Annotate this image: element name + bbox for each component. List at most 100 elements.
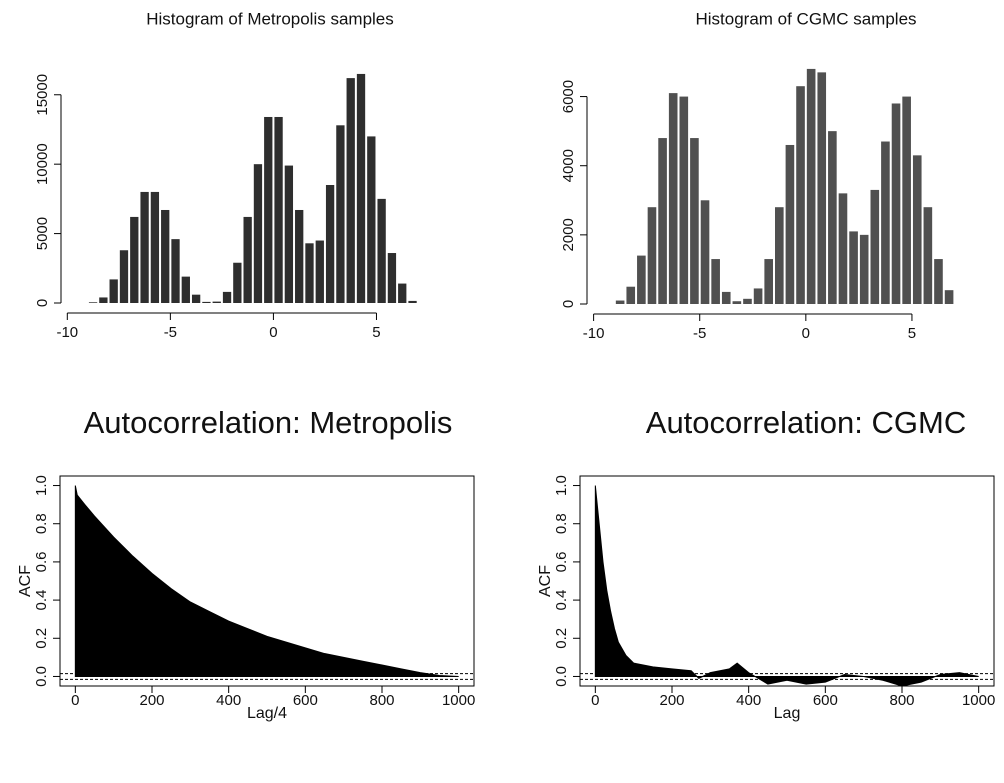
bar <box>109 279 118 303</box>
bar <box>315 240 324 303</box>
bar <box>130 216 139 303</box>
x-tick-label: -10 <box>583 325 605 342</box>
bar <box>679 96 689 304</box>
y-tick-label: 0.6 <box>33 551 50 572</box>
bar <box>233 262 242 303</box>
bar <box>171 239 180 303</box>
y-tick-label: 0.6 <box>553 551 570 572</box>
x-tick-label: 200 <box>659 692 684 709</box>
bar <box>191 294 201 303</box>
bar <box>243 216 252 303</box>
bar <box>700 200 710 304</box>
y-tick-label: 5000 <box>34 217 51 250</box>
chart-title: Autocorrelation: Metropolis <box>84 405 453 440</box>
bar <box>377 198 386 303</box>
x-tick-label: 5 <box>372 324 380 341</box>
x-tick-label: 800 <box>369 692 394 709</box>
bar <box>387 253 397 303</box>
bar <box>711 259 720 304</box>
x-axis-label: Lag <box>774 705 801 722</box>
bar <box>647 207 657 304</box>
bar <box>881 141 890 304</box>
x-tick-label: 1000 <box>442 692 475 709</box>
bar <box>336 125 345 304</box>
bar <box>99 297 108 303</box>
bar <box>668 93 678 304</box>
x-tick-label: 600 <box>813 692 838 709</box>
bar <box>212 301 221 303</box>
y-tick-label: 1.0 <box>33 475 50 496</box>
bar <box>615 300 625 304</box>
bar <box>828 131 837 304</box>
chart-title: Histogram of Metropolis samples <box>146 9 394 28</box>
x-tick-label: -5 <box>164 324 177 341</box>
x-tick-label: 200 <box>139 692 164 709</box>
bar <box>356 73 366 303</box>
y-tick-label: 0.2 <box>33 628 50 649</box>
bar <box>934 259 943 304</box>
bar <box>264 116 273 303</box>
bar <box>690 138 699 304</box>
bar <box>785 144 795 304</box>
y-tick-label: 2000 <box>560 218 577 251</box>
x-tick-label: -5 <box>693 325 706 342</box>
bar <box>150 191 160 303</box>
x-tick-label: 0 <box>591 692 599 709</box>
y-tick-label: 0 <box>560 300 577 308</box>
y-tick-label: 0.8 <box>553 513 570 534</box>
x-tick-label: 0 <box>71 692 79 709</box>
y-tick-label: 0.0 <box>33 666 50 687</box>
bar <box>923 207 933 304</box>
bar <box>796 86 805 304</box>
bar <box>140 191 149 303</box>
x-tick-label: 800 <box>889 692 914 709</box>
bar <box>284 165 294 303</box>
bar <box>902 96 911 304</box>
bar <box>891 103 901 304</box>
y-tick-label: 1.0 <box>553 475 570 496</box>
bar <box>753 288 763 304</box>
bar <box>325 185 335 303</box>
bar <box>849 231 858 304</box>
x-axis-label: Lag/4 <box>247 705 287 722</box>
bar <box>721 291 731 304</box>
bar <box>732 301 742 304</box>
x-tick-label: 1000 <box>962 692 995 709</box>
bar <box>305 243 314 303</box>
y-axis-label: ACF <box>537 565 554 597</box>
chart-title: Autocorrelation: CGMC <box>646 405 966 440</box>
plot-box <box>579 475 995 687</box>
bar <box>775 207 784 304</box>
acf-area <box>74 485 459 677</box>
y-tick-label: 15000 <box>34 74 51 116</box>
x-tick-label: 400 <box>216 692 241 709</box>
x-tick-label: 5 <box>908 325 916 342</box>
bar <box>912 155 922 304</box>
bar <box>637 255 646 304</box>
bar <box>181 276 190 303</box>
x-tick-label: 0 <box>802 325 810 342</box>
bar <box>295 209 304 303</box>
x-tick-label: -10 <box>56 324 78 341</box>
y-tick-label: 0.8 <box>33 513 50 534</box>
y-tick-label: 0.4 <box>33 590 50 611</box>
bar <box>253 164 263 303</box>
bar <box>202 301 211 303</box>
bar <box>408 300 417 303</box>
x-tick-label: 0 <box>269 324 277 341</box>
bar <box>367 136 376 303</box>
bar <box>817 72 827 304</box>
bar <box>764 259 773 304</box>
bar <box>398 283 407 303</box>
y-tick-label: 0 <box>34 299 51 307</box>
bar <box>88 302 98 303</box>
bar <box>161 209 170 303</box>
y-tick-label: 0.0 <box>553 666 570 687</box>
y-tick-label: 6000 <box>560 80 577 113</box>
plot-box <box>59 475 475 687</box>
bar <box>274 116 283 303</box>
y-tick-label: 10000 <box>34 143 51 185</box>
bar <box>346 78 355 303</box>
